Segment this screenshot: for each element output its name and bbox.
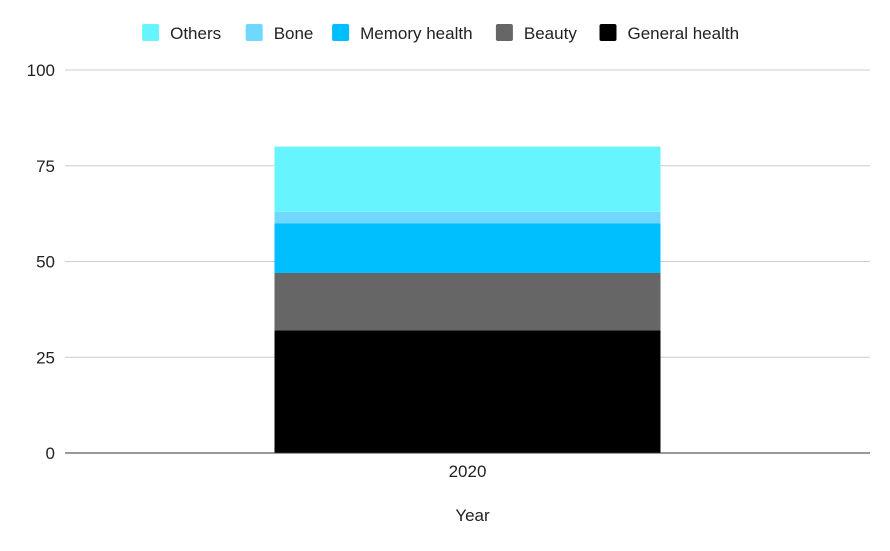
y-tick-label: 75 <box>36 157 55 176</box>
bar-segment-others <box>274 146 661 212</box>
legend-swatch <box>332 24 350 41</box>
bar-segment-general-health <box>274 330 661 453</box>
legend-swatch <box>495 24 513 41</box>
legend-swatch <box>245 24 263 41</box>
legend-label: Bone <box>274 24 314 43</box>
x-tick-label: 2020 <box>449 462 487 481</box>
bar-segment-bone <box>274 211 661 224</box>
legend-label: Beauty <box>524 24 577 43</box>
y-tick-label: 0 <box>46 444 55 463</box>
legend-swatch <box>599 24 617 41</box>
bar-segment-beauty <box>274 272 661 331</box>
legend-swatch <box>142 24 160 41</box>
bar-segment-memory-health <box>274 223 661 273</box>
y-tick-label: 100 <box>27 61 55 80</box>
x-axis-title: Year <box>455 506 490 525</box>
legend-label: General health <box>628 24 740 43</box>
y-tick-label: 25 <box>36 348 55 367</box>
legend-label: Others <box>170 24 221 43</box>
y-tick-label: 50 <box>36 253 55 272</box>
legend-label: Memory health <box>360 24 472 43</box>
